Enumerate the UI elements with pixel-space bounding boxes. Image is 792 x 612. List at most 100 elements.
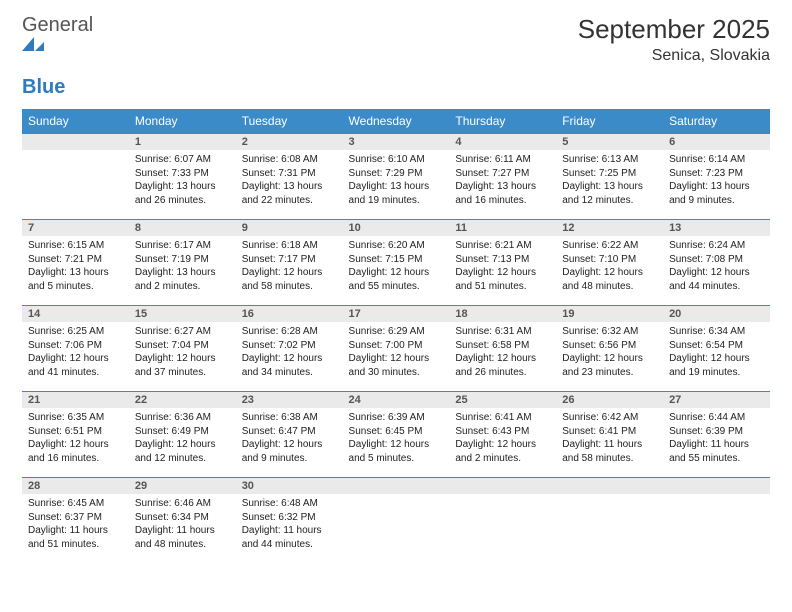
day-detail: Sunrise: 6:36 AMSunset: 6:49 PMDaylight:…: [129, 408, 236, 469]
sunrise-text: Sunrise: 6:13 AM: [562, 153, 657, 167]
sunrise-text: Sunrise: 6:28 AM: [242, 325, 337, 339]
day-detail: Sunrise: 6:48 AMSunset: 6:32 PMDaylight:…: [236, 494, 343, 555]
sunrise-text: Sunrise: 6:11 AM: [455, 153, 550, 167]
calendar-cell: 1Sunrise: 6:07 AMSunset: 7:33 PMDaylight…: [129, 133, 236, 219]
sunset-text: Sunset: 7:06 PM: [28, 339, 123, 353]
day-detail: Sunrise: 6:38 AMSunset: 6:47 PMDaylight:…: [236, 408, 343, 469]
calendar-cell: 12Sunrise: 6:22 AMSunset: 7:10 PMDayligh…: [556, 219, 663, 305]
sunrise-text: Sunrise: 6:18 AM: [242, 239, 337, 253]
sunrise-text: Sunrise: 6:22 AM: [562, 239, 657, 253]
day-number: 16: [236, 305, 343, 322]
sunrise-text: Sunrise: 6:39 AM: [349, 411, 444, 425]
weekday-row: SundayMondayTuesdayWednesdayThursdayFrid…: [22, 109, 770, 133]
calendar-cell: 23Sunrise: 6:38 AMSunset: 6:47 PMDayligh…: [236, 391, 343, 477]
daylight-text: Daylight: 13 hours and 19 minutes.: [349, 180, 444, 207]
daylight-text: Daylight: 12 hours and 26 minutes.: [455, 352, 550, 379]
sunset-text: Sunset: 6:49 PM: [135, 425, 230, 439]
day-number: 19: [556, 305, 663, 322]
day-number: 22: [129, 391, 236, 408]
calendar-cell: 11Sunrise: 6:21 AMSunset: 7:13 PMDayligh…: [449, 219, 556, 305]
day-number: 12: [556, 219, 663, 236]
day-number: 6: [663, 133, 770, 150]
day-number: 24: [343, 391, 450, 408]
daylight-text: Daylight: 11 hours and 51 minutes.: [28, 524, 123, 551]
logo-sail-icon: [22, 37, 93, 53]
sunset-text: Sunset: 7:23 PM: [669, 167, 764, 181]
day-number: 9: [236, 219, 343, 236]
calendar-cell: 3Sunrise: 6:10 AMSunset: 7:29 PMDaylight…: [343, 133, 450, 219]
daylight-text: Daylight: 11 hours and 48 minutes.: [135, 524, 230, 551]
sunrise-text: Sunrise: 6:41 AM: [455, 411, 550, 425]
day-number: 28: [22, 477, 129, 494]
sunset-text: Sunset: 6:47 PM: [242, 425, 337, 439]
daylight-text: Daylight: 12 hours and 19 minutes.: [669, 352, 764, 379]
sunrise-text: Sunrise: 6:20 AM: [349, 239, 444, 253]
day-number: 11: [449, 219, 556, 236]
sunset-text: Sunset: 7:02 PM: [242, 339, 337, 353]
calendar-head: SundayMondayTuesdayWednesdayThursdayFrid…: [22, 109, 770, 133]
daylight-text: Daylight: 12 hours and 9 minutes.: [242, 438, 337, 465]
day-number: 25: [449, 391, 556, 408]
logo-word1: General: [22, 14, 93, 36]
month-title: September 2025: [578, 14, 770, 45]
sunset-text: Sunset: 7:15 PM: [349, 253, 444, 267]
calendar-cell: 9Sunrise: 6:18 AMSunset: 7:17 PMDaylight…: [236, 219, 343, 305]
sunrise-text: Sunrise: 6:27 AM: [135, 325, 230, 339]
day-number: 26: [556, 391, 663, 408]
day-detail: Sunrise: 6:44 AMSunset: 6:39 PMDaylight:…: [663, 408, 770, 469]
day-number: 8: [129, 219, 236, 236]
daylight-text: Daylight: 11 hours and 44 minutes.: [242, 524, 337, 551]
daylight-text: Daylight: 11 hours and 55 minutes.: [669, 438, 764, 465]
day-detail: Sunrise: 6:35 AMSunset: 6:51 PMDaylight:…: [22, 408, 129, 469]
sunset-text: Sunset: 7:29 PM: [349, 167, 444, 181]
daylight-text: Daylight: 12 hours and 23 minutes.: [562, 352, 657, 379]
sunset-text: Sunset: 6:54 PM: [669, 339, 764, 353]
sunset-text: Sunset: 7:17 PM: [242, 253, 337, 267]
day-detail: Sunrise: 6:13 AMSunset: 7:25 PMDaylight:…: [556, 150, 663, 211]
sunset-text: Sunset: 6:51 PM: [28, 425, 123, 439]
sunrise-text: Sunrise: 6:32 AM: [562, 325, 657, 339]
calendar-cell: 10Sunrise: 6:20 AMSunset: 7:15 PMDayligh…: [343, 219, 450, 305]
calendar-row: 28Sunrise: 6:45 AMSunset: 6:37 PMDayligh…: [22, 477, 770, 563]
sunrise-text: Sunrise: 6:48 AM: [242, 497, 337, 511]
sunrise-text: Sunrise: 6:24 AM: [669, 239, 764, 253]
day-detail: Sunrise: 6:11 AMSunset: 7:27 PMDaylight:…: [449, 150, 556, 211]
daylight-text: Daylight: 13 hours and 12 minutes.: [562, 180, 657, 207]
day-detail: Sunrise: 6:15 AMSunset: 7:21 PMDaylight:…: [22, 236, 129, 297]
day-number: 20: [663, 305, 770, 322]
calendar-cell: 24Sunrise: 6:39 AMSunset: 6:45 PMDayligh…: [343, 391, 450, 477]
calendar-cell: [343, 477, 450, 563]
daylight-text: Daylight: 12 hours and 30 minutes.: [349, 352, 444, 379]
sunset-text: Sunset: 7:08 PM: [669, 253, 764, 267]
calendar-cell: 6Sunrise: 6:14 AMSunset: 7:23 PMDaylight…: [663, 133, 770, 219]
logo-word2: Blue: [22, 76, 65, 98]
day-detail: Sunrise: 6:08 AMSunset: 7:31 PMDaylight:…: [236, 150, 343, 211]
calendar-cell: [556, 477, 663, 563]
day-number: [663, 477, 770, 494]
sunset-text: Sunset: 6:58 PM: [455, 339, 550, 353]
calendar-cell: [22, 133, 129, 219]
calendar-cell: 14Sunrise: 6:25 AMSunset: 7:06 PMDayligh…: [22, 305, 129, 391]
calendar-row: 21Sunrise: 6:35 AMSunset: 6:51 PMDayligh…: [22, 391, 770, 477]
day-number: 15: [129, 305, 236, 322]
day-number: 2: [236, 133, 343, 150]
calendar-cell: 30Sunrise: 6:48 AMSunset: 6:32 PMDayligh…: [236, 477, 343, 563]
daylight-text: Daylight: 13 hours and 26 minutes.: [135, 180, 230, 207]
sunrise-text: Sunrise: 6:21 AM: [455, 239, 550, 253]
weekday-header: Wednesday: [343, 109, 450, 133]
day-number: 18: [449, 305, 556, 322]
sunset-text: Sunset: 7:25 PM: [562, 167, 657, 181]
calendar-cell: 25Sunrise: 6:41 AMSunset: 6:43 PMDayligh…: [449, 391, 556, 477]
sunset-text: Sunset: 6:43 PM: [455, 425, 550, 439]
sunrise-text: Sunrise: 6:44 AM: [669, 411, 764, 425]
sunrise-text: Sunrise: 6:46 AM: [135, 497, 230, 511]
day-number: 3: [343, 133, 450, 150]
daylight-text: Daylight: 13 hours and 22 minutes.: [242, 180, 337, 207]
day-number: 10: [343, 219, 450, 236]
daylight-text: Daylight: 12 hours and 5 minutes.: [349, 438, 444, 465]
day-number: 4: [449, 133, 556, 150]
sunrise-text: Sunrise: 6:15 AM: [28, 239, 123, 253]
day-number: [343, 477, 450, 494]
day-detail: Sunrise: 6:24 AMSunset: 7:08 PMDaylight:…: [663, 236, 770, 297]
calendar-cell: [663, 477, 770, 563]
